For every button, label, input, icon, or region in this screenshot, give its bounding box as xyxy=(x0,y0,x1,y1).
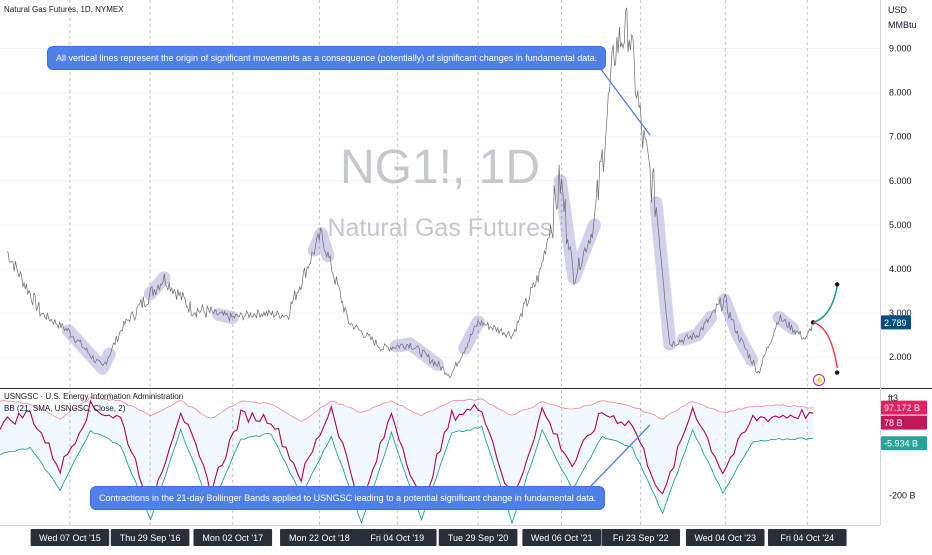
bearish-target-point xyxy=(834,370,840,375)
price-tick-label: 3.000 xyxy=(889,308,912,318)
last-price-badge[interactable] xyxy=(881,315,911,330)
bottom-callout-pointer[interactable] xyxy=(589,424,651,488)
lightning-event-icon[interactable]: ⚡ xyxy=(813,374,825,386)
time-axis-event-badge[interactable] xyxy=(767,529,847,546)
symbol-title: Natural Gas Futures, 1D, NYMEX xyxy=(4,5,124,14)
indicator-value-label: 97.172 B xyxy=(884,403,920,413)
price-tick-label: 5.000 xyxy=(889,220,912,230)
time-axis-event-badge[interactable] xyxy=(357,529,437,546)
time-axis-event-label: Fri 23 Sep '22 xyxy=(613,533,669,543)
time-axis-event-label: Tue 29 Sep '20 xyxy=(448,533,508,543)
time-axis-event-badge[interactable] xyxy=(601,529,681,546)
indicator-legend-bb: BB (21, SMA, USNGSC, Close, 2) xyxy=(4,404,126,413)
time-axis-event-label: Fri 04 Oct '24 xyxy=(780,533,834,543)
time-axis-event-badge[interactable] xyxy=(522,529,601,546)
watermark-name: Natural Gas Futures xyxy=(327,214,552,242)
time-axis-event-label: Mon 02 Oct '17 xyxy=(202,533,263,543)
bollinger-upper-line xyxy=(0,396,814,422)
top-callout-pointer[interactable] xyxy=(599,67,651,136)
bollinger-band-fill xyxy=(0,397,814,524)
bullish-target-point xyxy=(834,282,840,287)
bullish-projection-arrow xyxy=(812,286,838,324)
highlight-band xyxy=(307,227,335,263)
price-tick-label: 9.000 xyxy=(889,44,912,54)
indicator-legend-source: USNGSC · U.S. Energy Information Adminis… xyxy=(4,392,184,401)
time-axis-event-badge[interactable] xyxy=(193,529,273,546)
indicator-unit-label[interactable]: ft3 xyxy=(888,393,899,403)
price-tick-label: 6.000 xyxy=(889,176,912,186)
indicator-value-badge[interactable] xyxy=(881,415,927,430)
price-scale[interactable]: 2.000 3.000 4.000 5.000 6.000 7.000 8.000 9.000… xyxy=(881,44,912,363)
indicator-tick-label: -200 B xyxy=(889,490,916,500)
indicator-value-badge[interactable] xyxy=(881,400,927,415)
time-axis-event-label: Fri 04 Oct '19 xyxy=(370,533,424,543)
price-tick-label: 7.000 xyxy=(889,132,912,142)
time-axis-event-label: Mon 22 Oct '18 xyxy=(289,533,350,543)
bearish-projection-arrow xyxy=(812,321,838,369)
time-axis-event-label: Wed 06 Oct '21 xyxy=(531,533,593,543)
indicator-value-label: -5.934 B xyxy=(884,439,918,449)
price-tick-label: 2.000 xyxy=(889,352,912,362)
time-axis-event-badge[interactable] xyxy=(438,529,518,546)
time-axis-event-label: Wed 04 Oct '23 xyxy=(694,533,756,543)
top-annotation-callout[interactable]: All vertical lines represent the origin … xyxy=(48,47,606,69)
indicator-value-badge[interactable] xyxy=(881,436,927,451)
bottom-annotation-callout[interactable]: Contractions in the 21-day Bollinger Ban… xyxy=(91,487,605,509)
price-tick-label: 4.000 xyxy=(889,264,912,274)
price-tick-label: 8.000 xyxy=(889,88,912,98)
unit-label[interactable]: MMBtu xyxy=(888,20,917,30)
last-price-label: 2.789 xyxy=(884,318,907,328)
currency-label[interactable]: USD xyxy=(888,5,908,15)
indicator-series xyxy=(0,396,814,525)
grid-layer xyxy=(0,48,880,358)
usngsc-line xyxy=(0,399,814,506)
time-axis-event-badge[interactable] xyxy=(30,529,110,546)
time-axis-event-badge[interactable] xyxy=(685,529,765,546)
time-axis-event-badge[interactable] xyxy=(110,529,190,546)
drawing-tools[interactable] xyxy=(589,67,651,488)
time-axis-event-label: Thu 29 Sep '16 xyxy=(120,533,181,543)
indicator-value-label: 78 B xyxy=(884,418,903,428)
time-axis-event-label: Wed 07 Oct '15 xyxy=(39,533,101,543)
price-line xyxy=(6,7,813,379)
time-axis-event-badge[interactable] xyxy=(280,529,359,546)
price-series xyxy=(6,7,840,379)
watermark-ticker: NG1!, 1D xyxy=(340,141,540,194)
bollinger-lower-line xyxy=(0,425,814,525)
indicator-scale[interactable]: -200 B 97.172 B 78 B -5.934 B xyxy=(881,400,927,501)
